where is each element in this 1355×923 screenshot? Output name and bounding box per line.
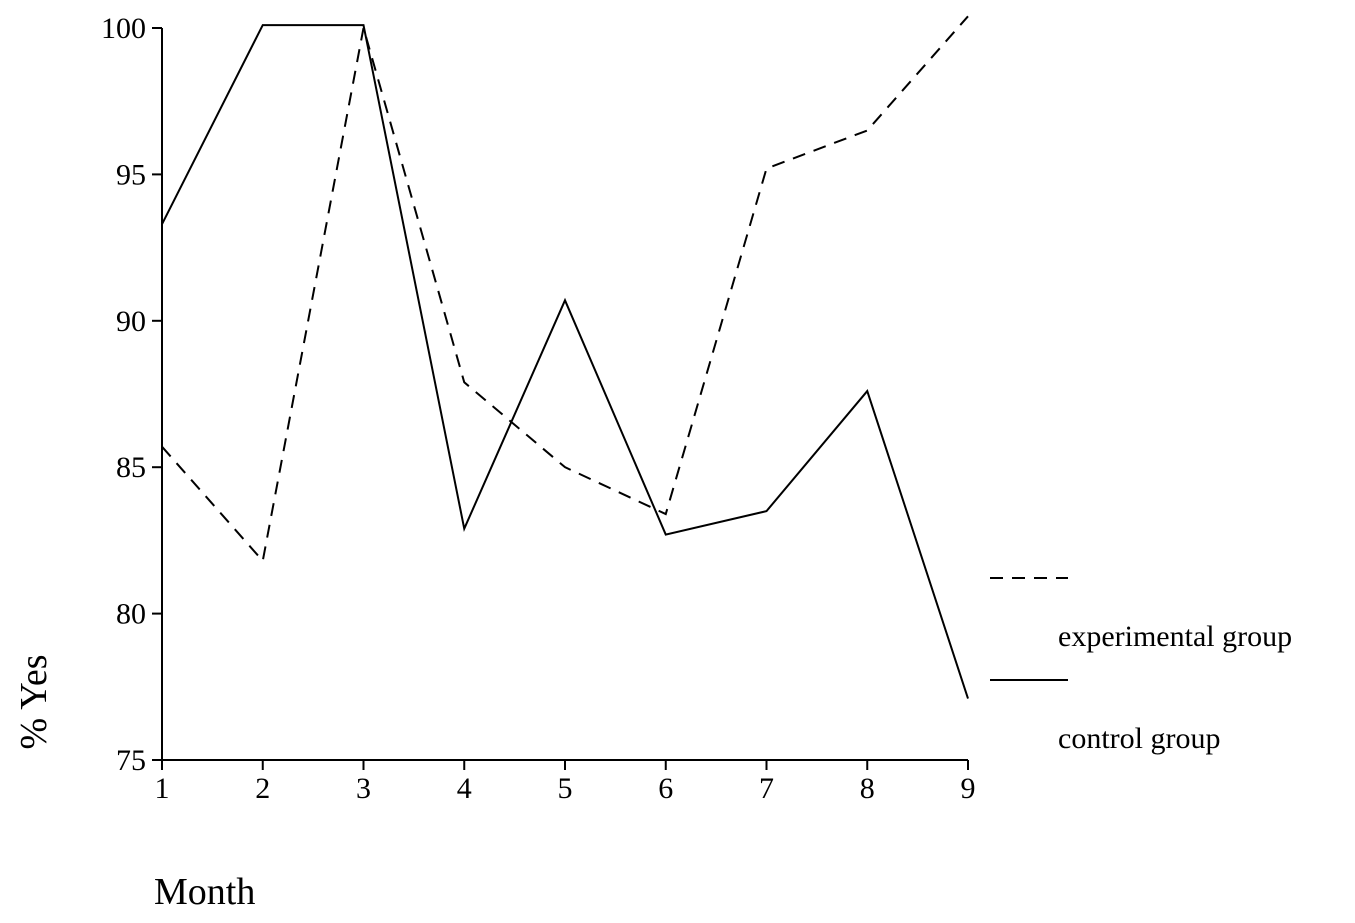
x-tick-label: 5 xyxy=(558,772,573,805)
x-axis-title: Month xyxy=(154,871,255,913)
y-ticks: 75 80 85 90 95 100 xyxy=(101,12,162,777)
legend-label-experimental: experimental group xyxy=(1058,620,1292,653)
x-tick-label: 4 xyxy=(457,772,472,805)
x-tick-label: 3 xyxy=(356,772,371,805)
y-tick-label: 95 xyxy=(116,158,146,191)
y-tick-label: 90 xyxy=(116,305,146,338)
y-tick-label: 100 xyxy=(101,12,146,45)
x-tick-label: 8 xyxy=(860,772,875,805)
y-tick-label: 85 xyxy=(116,451,146,484)
x-tick-label: 7 xyxy=(759,772,774,805)
x-tick-label: 6 xyxy=(658,772,673,805)
y-axis-title: % Yes xyxy=(13,654,55,749)
x-ticks: 1 2 3 4 5 6 7 8 9 xyxy=(155,760,976,805)
series-line-control xyxy=(161,24,969,699)
legend-label-control: control group xyxy=(1058,722,1220,755)
x-tick-label: 1 xyxy=(155,772,170,805)
y-tick-label: 75 xyxy=(116,744,146,777)
x-tick-label: 2 xyxy=(255,772,270,805)
series-line-experimental xyxy=(161,15,969,564)
y-tick-label: 80 xyxy=(116,598,146,631)
axes xyxy=(161,28,968,761)
series-lines xyxy=(161,15,969,699)
legend: experimental group control group xyxy=(990,577,1292,755)
x-tick-label: 9 xyxy=(961,772,976,805)
